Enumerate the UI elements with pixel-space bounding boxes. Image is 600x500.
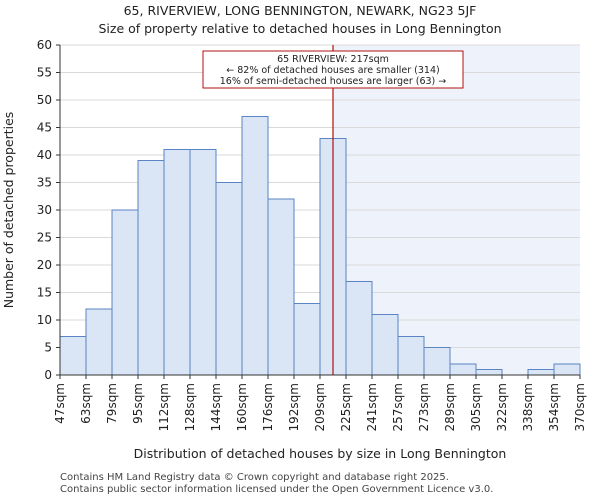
- x-tick-label: 257sqm: [391, 383, 405, 431]
- histogram-bar: [267, 198, 295, 376]
- histogram-bar: [85, 308, 113, 376]
- annotation-box: [202, 50, 464, 89]
- x-tick-label: 144sqm: [209, 383, 223, 431]
- x-tick-label: 176sqm: [261, 383, 275, 431]
- x-tick-label: 160sqm: [235, 383, 249, 431]
- histogram-bar: [371, 314, 399, 376]
- y-tick-label: 25: [37, 231, 52, 245]
- histogram-bar: [475, 369, 503, 376]
- histogram-bar: [59, 336, 87, 376]
- y-tick-label: 60: [37, 38, 52, 52]
- x-tick-label: 370sqm: [573, 383, 587, 431]
- histogram-bar: [189, 149, 217, 376]
- histogram-bar: [111, 209, 139, 376]
- y-tick-label: 10: [37, 313, 52, 327]
- y-tick-label: 20: [37, 258, 52, 272]
- x-tick-label: 289sqm: [443, 383, 457, 431]
- annotation-larger: 16% of semi-detached houses are larger (…: [220, 76, 447, 87]
- x-tick-label: 209sqm: [313, 383, 327, 431]
- histogram-bar: [215, 182, 243, 376]
- x-tick-label: 241sqm: [365, 383, 379, 431]
- y-tick-label: 50: [37, 93, 52, 107]
- x-tick-label: 192sqm: [287, 383, 301, 431]
- histogram-bar: [527, 369, 555, 376]
- footer-licence: Contains public sector information licen…: [60, 484, 494, 495]
- histogram-bar: [241, 116, 269, 376]
- histogram-chart: 0 5 10 15 20 25 30 35 40 45 50 55 60 47sqm 63sqm 79sqm 9…: [1, 38, 587, 461]
- histogram-bar: [423, 347, 451, 376]
- chart-title-line2: Size of property relative to detached ho…: [98, 21, 502, 36]
- x-axis-label: Distribution of detached houses by size …: [134, 446, 507, 461]
- chart-title-line1: 65, RIVERVIEW, LONG BENNINGTON, NEWARK, …: [123, 3, 477, 18]
- x-tick-label: 305sqm: [469, 383, 483, 431]
- x-tick-label: 338sqm: [521, 383, 535, 431]
- histogram-bar: [449, 363, 477, 376]
- x-tick-label: 47sqm: [53, 383, 67, 424]
- x-tick-label: 273sqm: [417, 383, 431, 431]
- x-tick-label: 95sqm: [131, 383, 145, 424]
- x-tick-label: 354sqm: [547, 383, 561, 431]
- x-tick-label: 322sqm: [495, 383, 509, 431]
- footer-copyright: Contains HM Land Registry data © Crown c…: [60, 472, 449, 483]
- y-tick-label: 40: [37, 148, 52, 162]
- y-tick-label: 15: [37, 286, 52, 300]
- histogram-bar: [397, 336, 425, 376]
- x-tick-label: 225sqm: [339, 383, 353, 431]
- x-tick-label: 128sqm: [183, 383, 197, 431]
- x-tick-label: 79sqm: [105, 383, 119, 424]
- histogram-bar: [293, 303, 321, 376]
- x-tick-label: 63sqm: [79, 383, 93, 424]
- annotation-title: 65 RIVERVIEW: 217sqm: [277, 54, 389, 65]
- y-tick-label: 5: [44, 341, 52, 355]
- y-tick-label: 35: [37, 176, 52, 190]
- histogram-bar: [553, 363, 581, 376]
- y-tick-label: 30: [37, 203, 52, 217]
- annotation-smaller: ← 82% of detached houses are smaller (31…: [226, 65, 439, 76]
- y-tick-label: 55: [37, 66, 52, 80]
- y-tick-label: 0: [44, 368, 52, 382]
- histogram-bar: [137, 160, 165, 376]
- histogram-bar: [163, 149, 191, 376]
- histogram-bar: [345, 281, 373, 376]
- y-tick-label: 45: [37, 121, 52, 135]
- y-axis-label: Number of detached properties: [1, 112, 16, 309]
- x-tick-label: 112sqm: [157, 383, 171, 431]
